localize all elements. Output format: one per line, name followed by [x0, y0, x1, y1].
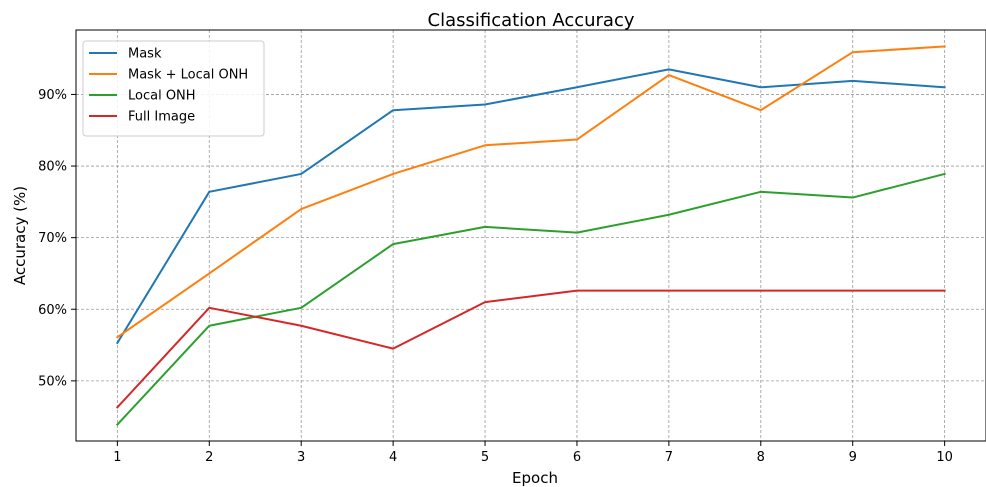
legend-box [82, 40, 265, 137]
x-tick-label: 2 [205, 450, 213, 465]
x-axis-label: Epoch [512, 469, 558, 487]
x-tick-label: 9 [849, 450, 857, 465]
plot-frame [75, 29, 986, 442]
chart-title: Classification Accuracy [428, 10, 635, 31]
series-line-mask [115, 68, 946, 345]
x-axis-ticks: 1 2 3 4 5 6 7 8 9 10 [113, 441, 953, 465]
legend: Mask Mask + Local ONH Local ONH Full Image [82, 40, 265, 137]
series-lines [115, 45, 946, 426]
grid [76, 30, 986, 441]
y-tick-label: 60% [38, 303, 67, 318]
y-tick-label: 50% [38, 374, 67, 389]
y-tick-label: 80% [38, 160, 67, 175]
x-tick-label: 7 [665, 450, 673, 465]
x-tick-label: 3 [297, 450, 305, 465]
x-tick-label: 5 [481, 450, 489, 465]
x-tick-label: 1 [113, 450, 121, 465]
x-tick-label: 8 [757, 450, 765, 465]
y-axis-ticks: 50% 60% 70% 80% 90% [38, 88, 76, 389]
legend-label: Full Image [128, 110, 195, 125]
series-line-local-onh [115, 172, 946, 426]
y-axis-label: Accuracy (%) [11, 186, 29, 285]
series-line-full-image [115, 289, 946, 409]
legend-label: Local ONH [128, 89, 196, 104]
x-tick-label: 10 [936, 450, 953, 465]
series-line-mask-local-onh [115, 45, 946, 339]
x-tick-label: 4 [389, 450, 397, 465]
y-tick-label: 90% [38, 88, 67, 103]
legend-label: Mask + Local ONH [128, 68, 248, 83]
legend-label: Mask [128, 47, 162, 62]
y-tick-label: 70% [38, 231, 67, 246]
x-tick-label: 6 [573, 450, 581, 465]
